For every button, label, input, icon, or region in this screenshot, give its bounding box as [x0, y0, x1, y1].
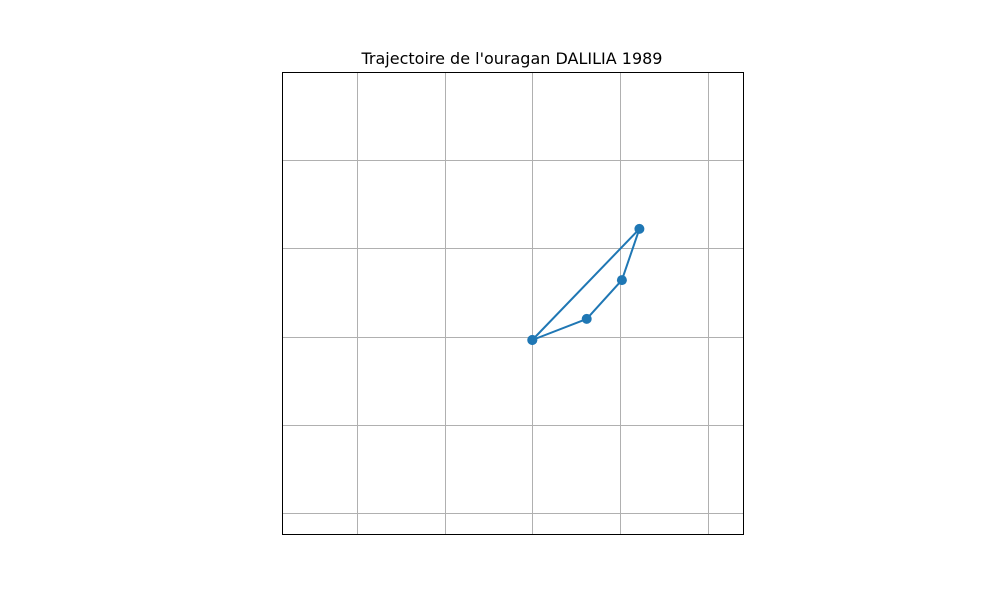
plot-area-frame [282, 72, 744, 535]
grid-lines [283, 72, 743, 534]
trajectory-point [527, 335, 538, 345]
series-layer [527, 223, 645, 345]
trajectory-point [616, 275, 627, 286]
trajectory-point [634, 223, 645, 234]
trajectory-point [581, 313, 592, 324]
chart-title: Trajectoire de l'ouragan DALILIA 1989 [361, 49, 663, 68]
